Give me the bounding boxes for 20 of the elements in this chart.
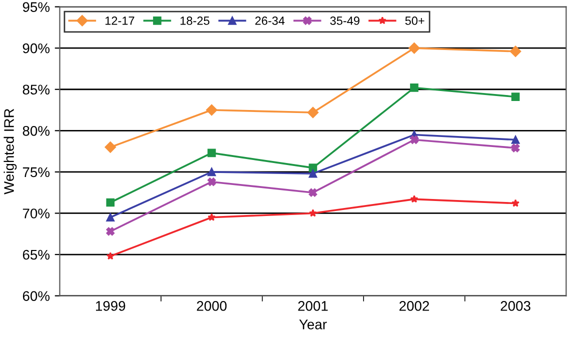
x-axis-title: Year xyxy=(299,320,327,330)
y-tick-label: 80% xyxy=(22,126,50,136)
y-axis-title: Weighted IRR xyxy=(4,108,17,194)
legend-label: 26-34 xyxy=(255,16,285,25)
y-tick-label: 90% xyxy=(22,43,50,54)
y-tick-label: 85% xyxy=(22,84,50,95)
y-tick-label: 70% xyxy=(22,208,50,218)
legend-label: 50+ xyxy=(405,16,424,25)
x-tick-label: 2003 xyxy=(500,301,530,311)
y-tick-label: 75% xyxy=(22,167,50,178)
legend-label: 35-49 xyxy=(330,16,360,25)
x-tick-label: 1999 xyxy=(96,301,126,311)
y-tick-label: 65% xyxy=(22,250,50,260)
x-tick-label: 2000 xyxy=(196,301,227,311)
x-tick-label: 2001 xyxy=(298,301,328,311)
y-tick-label: 60% xyxy=(22,291,50,301)
x-tick-label: 2002 xyxy=(399,301,429,311)
legend-label: 18-25 xyxy=(180,16,210,25)
legend-label: 12-17 xyxy=(106,16,134,25)
y-tick-label: 95% xyxy=(22,2,50,12)
